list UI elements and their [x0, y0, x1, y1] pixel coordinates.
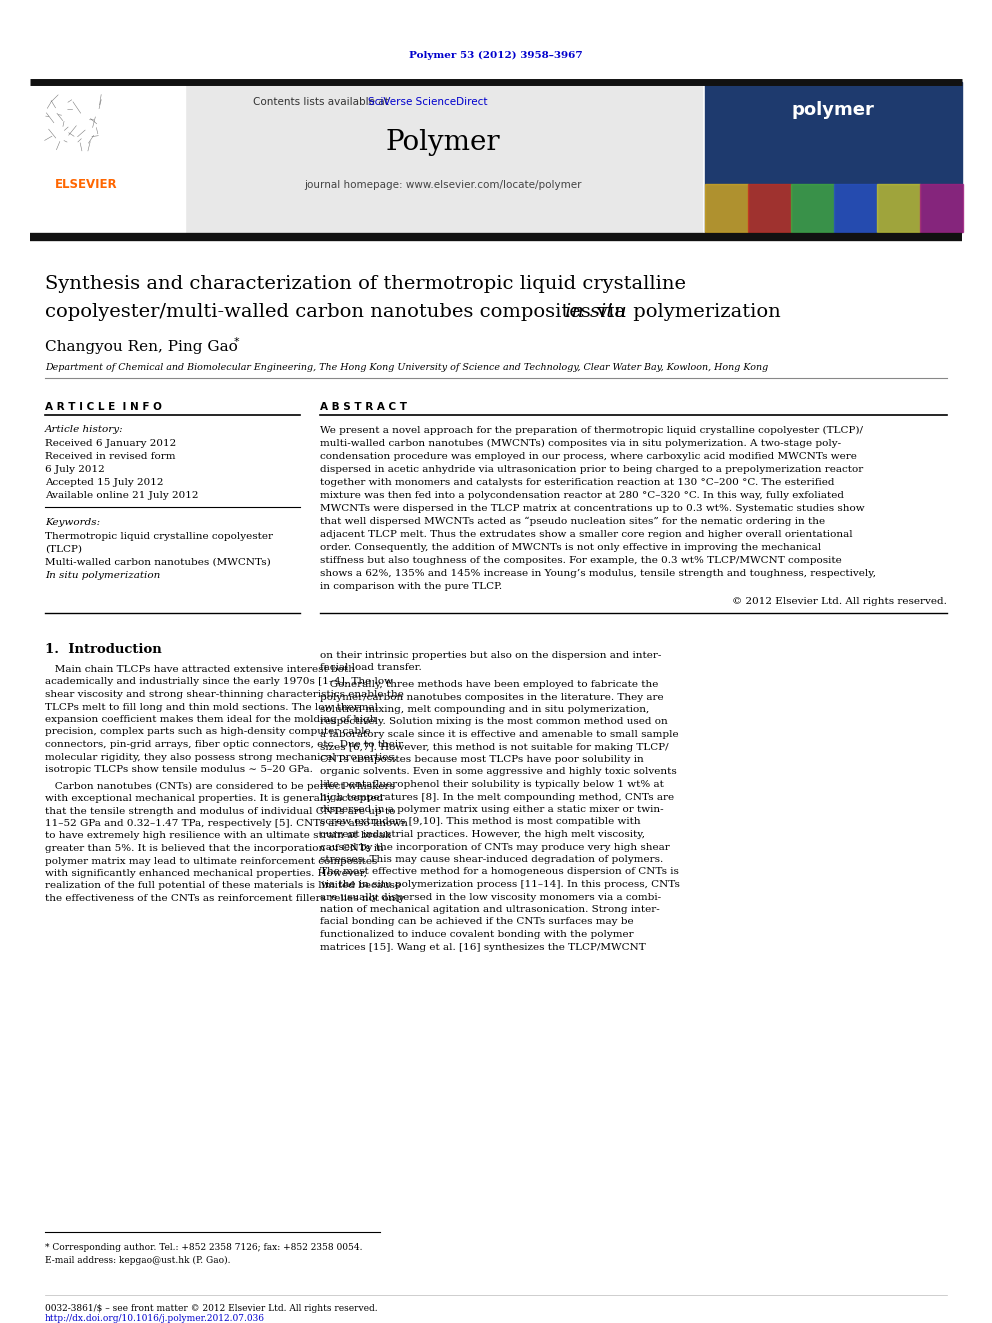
- Text: facial bonding can be achieved if the CNTs surfaces may be: facial bonding can be achieved if the CN…: [320, 917, 634, 926]
- Text: stiffness but also toughness of the composites. For example, the 0.3 wt% TLCP/MW: stiffness but also toughness of the comp…: [320, 556, 842, 565]
- Text: ELSEVIER: ELSEVIER: [55, 179, 118, 192]
- Text: Carbon nanotubes (CNTs) are considered to be perfect whiskers: Carbon nanotubes (CNTs) are considered t…: [45, 782, 395, 791]
- Text: polymerization: polymerization: [627, 303, 781, 321]
- Text: The most effective method for a homogeneous dispersion of CNTs is: The most effective method for a homogene…: [320, 868, 679, 877]
- Text: CNTs composites because most TLCPs have poor solubility in: CNTs composites because most TLCPs have …: [320, 755, 644, 763]
- Bar: [920, 184, 963, 232]
- Text: Available online 21 July 2012: Available online 21 July 2012: [45, 491, 198, 500]
- Text: isotropic TLCPs show tensile modulus ∼ 5–20 GPa.: isotropic TLCPs show tensile modulus ∼ 5…: [45, 765, 312, 774]
- Text: 11–52 GPa and 0.32–1.47 TPa, respectively [5]. CNTs are also known: 11–52 GPa and 0.32–1.47 TPa, respectivel…: [45, 819, 408, 828]
- Text: condensation procedure was employed in our process, where carboxylic acid modifi: condensation procedure was employed in o…: [320, 452, 857, 460]
- Text: In situ polymerization: In situ polymerization: [45, 572, 161, 579]
- Text: MWCNTs were dispersed in the TLCP matrix at concentrations up to 0.3 wt%. System: MWCNTs were dispersed in the TLCP matrix…: [320, 504, 865, 513]
- Text: organic solvents. Even in some aggressive and highly toxic solvents: organic solvents. Even in some aggressiv…: [320, 767, 677, 777]
- Text: © 2012 Elsevier Ltd. All rights reserved.: © 2012 Elsevier Ltd. All rights reserved…: [732, 597, 947, 606]
- Text: * Corresponding author. Tel.: +852 2358 7126; fax: +852 2358 0054.: * Corresponding author. Tel.: +852 2358 …: [45, 1244, 362, 1252]
- Text: matrices [15]. Wang et al. [16] synthesizes the TLCP/MWCNT: matrices [15]. Wang et al. [16] synthesi…: [320, 942, 646, 951]
- Text: expansion coefficient makes them ideal for the molding of high: expansion coefficient makes them ideal f…: [45, 714, 377, 724]
- Text: shear viscosity and strong shear-thinning characteristics enable the: shear viscosity and strong shear-thinnin…: [45, 691, 404, 699]
- Text: that the tensile strength and modulus of individual CNTs are up to: that the tensile strength and modulus of…: [45, 807, 396, 815]
- Text: *: *: [234, 337, 240, 347]
- Bar: [30, 82, 185, 232]
- Text: We present a novel approach for the preparation of thermotropic liquid crystalli: We present a novel approach for the prep…: [320, 426, 863, 435]
- Text: Polymer: Polymer: [386, 130, 500, 156]
- Text: realization of the full potential of these materials is limited because: realization of the full potential of the…: [45, 881, 401, 890]
- Text: Synthesis and characterization of thermotropic liquid crystalline: Synthesis and characterization of thermo…: [45, 275, 686, 292]
- Text: current industrial practices. However, the high melt viscosity,: current industrial practices. However, t…: [320, 830, 645, 839]
- Text: Contents lists available at: Contents lists available at: [253, 97, 392, 107]
- Text: respectively. Solution mixing is the most common method used on: respectively. Solution mixing is the mos…: [320, 717, 668, 726]
- Text: copolyester/multi-walled carbon nanotubes composites via: copolyester/multi-walled carbon nanotube…: [45, 303, 632, 321]
- Text: 6 July 2012: 6 July 2012: [45, 464, 105, 474]
- Text: greater than 5%. It is believed that the incorporation of CNTs in: greater than 5%. It is believed that the…: [45, 844, 384, 853]
- Text: E-mail address: kepgao@ust.hk (P. Gao).: E-mail address: kepgao@ust.hk (P. Gao).: [45, 1256, 230, 1265]
- Text: via the in situ polymerization process [11–14]. In this process, CNTs: via the in situ polymerization process […: [320, 880, 680, 889]
- Text: together with monomers and catalysts for esterification reaction at 130 °C–200 °: together with monomers and catalysts for…: [320, 478, 834, 487]
- Text: A R T I C L E  I N F O: A R T I C L E I N F O: [45, 402, 162, 411]
- Text: screw extruders [9,10]. This method is most compatible with: screw extruders [9,10]. This method is m…: [320, 818, 641, 827]
- Text: sizes [6,7]. However, this method is not suitable for making TLCP/: sizes [6,7]. However, this method is not…: [320, 742, 669, 751]
- Text: Received 6 January 2012: Received 6 January 2012: [45, 439, 177, 448]
- Text: Multi-walled carbon nanotubes (MWCNTs): Multi-walled carbon nanotubes (MWCNTs): [45, 558, 271, 568]
- Text: functionalized to induce covalent bonding with the polymer: functionalized to induce covalent bondin…: [320, 930, 634, 939]
- Text: nation of mechanical agitation and ultrasonication. Strong inter-: nation of mechanical agitation and ultra…: [320, 905, 660, 914]
- Text: precision, complex parts such as high-density computer cable: precision, complex parts such as high-de…: [45, 728, 371, 737]
- Text: caused by the incorporation of CNTs may produce very high shear: caused by the incorporation of CNTs may …: [320, 843, 670, 852]
- Text: like pentafluorophenol their solubility is typically below 1 wt% at: like pentafluorophenol their solubility …: [320, 781, 664, 789]
- Text: Accepted 15 July 2012: Accepted 15 July 2012: [45, 478, 164, 487]
- Text: order. Consequently, the addition of MWCNTs is not only effective in improving t: order. Consequently, the addition of MWC…: [320, 542, 821, 552]
- Text: Polymer 53 (2012) 3958–3967: Polymer 53 (2012) 3958–3967: [409, 50, 583, 60]
- Text: TLCPs melt to fill long and thin mold sections. The low thermal: TLCPs melt to fill long and thin mold se…: [45, 703, 378, 712]
- Text: the effectiveness of the CNTs as reinforcement fillers relies not only: the effectiveness of the CNTs as reinfor…: [45, 894, 405, 904]
- Text: Received in revised form: Received in revised form: [45, 452, 176, 460]
- Bar: [705, 82, 962, 232]
- Text: a laboratory scale since it is effective and amenable to small sample: a laboratory scale since it is effective…: [320, 730, 679, 740]
- Text: in situ: in situ: [565, 303, 627, 321]
- Text: Main chain TLCPs have attracted extensive interest both: Main chain TLCPs have attracted extensiv…: [45, 665, 355, 673]
- Text: solution mixing, melt compounding and in situ polymerization,: solution mixing, melt compounding and in…: [320, 705, 649, 714]
- Text: Changyou Ren, Ping Gao: Changyou Ren, Ping Gao: [45, 340, 238, 355]
- Text: with significantly enhanced mechanical properties. However,: with significantly enhanced mechanical p…: [45, 869, 367, 878]
- Bar: [834, 184, 877, 232]
- Text: SciVerse ScienceDirect: SciVerse ScienceDirect: [368, 97, 487, 107]
- Bar: [705, 184, 748, 232]
- Bar: [877, 184, 920, 232]
- Text: 1.  Introduction: 1. Introduction: [45, 643, 162, 656]
- Text: stresses. This may cause shear-induced degradation of polymers.: stresses. This may cause shear-induced d…: [320, 855, 664, 864]
- Text: facial load transfer.: facial load transfer.: [320, 664, 422, 672]
- Text: 0032-3861/$ – see front matter © 2012 Elsevier Ltd. All rights reserved.: 0032-3861/$ – see front matter © 2012 El…: [45, 1304, 378, 1312]
- Text: molecular rigidity, they also possess strong mechanical properties,: molecular rigidity, they also possess st…: [45, 753, 397, 762]
- Text: Keywords:: Keywords:: [45, 519, 100, 527]
- Text: Thermotropic liquid crystalline copolyester: Thermotropic liquid crystalline copolyes…: [45, 532, 273, 541]
- Bar: [748, 184, 791, 232]
- Text: Department of Chemical and Biomolecular Engineering, The Hong Kong University of: Department of Chemical and Biomolecular …: [45, 363, 768, 372]
- Text: multi-walled carbon nanotubes (MWCNTs) composites via in situ polymerization. A : multi-walled carbon nanotubes (MWCNTs) c…: [320, 439, 841, 448]
- Text: with exceptional mechanical properties. It is generally accepted: with exceptional mechanical properties. …: [45, 794, 383, 803]
- Text: polymer matrix may lead to ultimate reinforcement composites: polymer matrix may lead to ultimate rein…: [45, 856, 377, 865]
- Text: in comparison with the pure TLCP.: in comparison with the pure TLCP.: [320, 582, 502, 591]
- Text: Article history:: Article history:: [45, 425, 124, 434]
- Text: mixture was then fed into a polycondensation reactor at 280 °C–320 °C. In this w: mixture was then fed into a polycondensa…: [320, 491, 844, 500]
- Text: journal homepage: www.elsevier.com/locate/polymer: journal homepage: www.elsevier.com/locat…: [305, 180, 581, 191]
- Text: adjacent TLCP melt. Thus the extrudates show a smaller core region and higher ov: adjacent TLCP melt. Thus the extrudates …: [320, 531, 853, 538]
- Text: A B S T R A C T: A B S T R A C T: [320, 402, 407, 411]
- Text: academically and industrially since the early 1970s [1–4]. The low: academically and industrially since the …: [45, 677, 393, 687]
- Text: shows a 62%, 135% and 145% increase in Young’s modulus, tensile strength and tou: shows a 62%, 135% and 145% increase in Y…: [320, 569, 876, 578]
- Text: that well dispersed MWCNTs acted as “pseudo nucleation sites” for the nematic or: that well dispersed MWCNTs acted as “pse…: [320, 517, 825, 527]
- Text: dispersed in a polymer matrix using either a static mixer or twin-: dispersed in a polymer matrix using eith…: [320, 804, 664, 814]
- Text: (TLCP): (TLCP): [45, 545, 82, 554]
- Text: connectors, pin-grid arrays, fiber optic connectors, etc. Due to their: connectors, pin-grid arrays, fiber optic…: [45, 740, 403, 749]
- Text: polymer/carbon nanotubes composites in the literature. They are: polymer/carbon nanotubes composites in t…: [320, 692, 664, 701]
- Text: polymer: polymer: [792, 101, 874, 119]
- Text: to have extremely high resilience with an ultimate strain at break: to have extremely high resilience with a…: [45, 831, 391, 840]
- Text: http://dx.doi.org/10.1016/j.polymer.2012.07.036: http://dx.doi.org/10.1016/j.polymer.2012…: [45, 1314, 265, 1323]
- Text: are usually dispersed in the low viscosity monomers via a combi-: are usually dispersed in the low viscosi…: [320, 893, 661, 901]
- Bar: [185, 82, 702, 232]
- Text: on their intrinsic properties but also on the dispersion and inter-: on their intrinsic properties but also o…: [320, 651, 662, 660]
- Bar: [791, 184, 834, 232]
- Text: dispersed in acetic anhydride via ultrasonication prior to being charged to a pr: dispersed in acetic anhydride via ultras…: [320, 464, 863, 474]
- Text: Generally, three methods have been employed to fabricate the: Generally, three methods have been emplo…: [320, 680, 659, 689]
- Text: high temperatures [8]. In the melt compounding method, CNTs are: high temperatures [8]. In the melt compo…: [320, 792, 675, 802]
